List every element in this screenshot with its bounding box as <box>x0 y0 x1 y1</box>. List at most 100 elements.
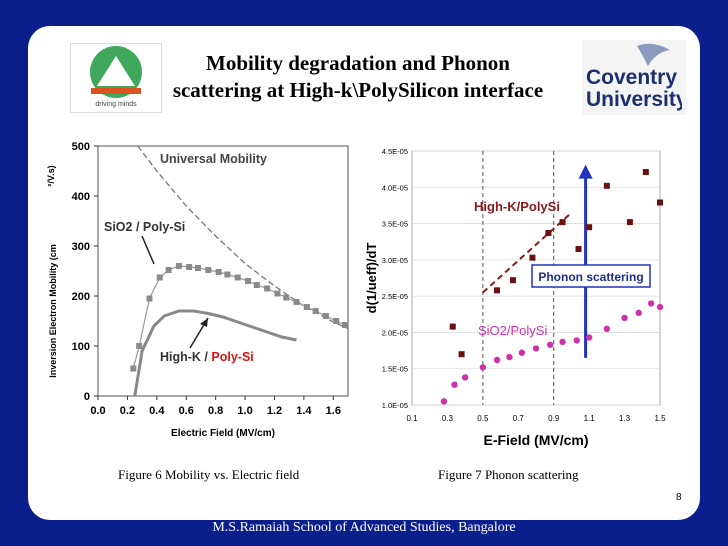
x-tick-label: 1.2 <box>267 405 282 417</box>
highk-mobility-line <box>133 309 297 397</box>
highk-data-point <box>586 224 593 231</box>
sio2-data-point <box>333 318 340 324</box>
sio2-data-point <box>146 295 153 302</box>
sio2-data-point <box>493 356 501 364</box>
sio2-data-point <box>451 381 458 388</box>
sio2-data-point <box>175 263 182 269</box>
sio2-data-point <box>573 337 580 344</box>
sio2-data-point <box>546 341 554 348</box>
sio2-data-point <box>342 322 349 328</box>
x-tick-label: 0.7 <box>513 414 525 423</box>
y-tick-label: 100 <box>72 341 90 353</box>
phonon-arrow-head <box>578 164 593 179</box>
figure-7-caption: Figure 7 Phonon scattering <box>438 467 579 482</box>
phonon-scattering-label: Phonon scattering <box>538 270 643 284</box>
x-axis-label: Electric Field (MV/cm) <box>171 428 275 439</box>
y-tick-label: 400 <box>72 191 90 203</box>
highk-label-part1: High-K / <box>160 350 211 364</box>
highk-data-point <box>529 254 536 261</box>
x-tick-label: 1.5 <box>654 414 666 423</box>
y-tick-label: 2.5E-05 <box>382 292 408 301</box>
sio2-data-point <box>312 308 319 314</box>
title-line-1: Mobility degradation and Phonon <box>206 51 510 75</box>
x-tick-label: 0.2 <box>120 405 135 417</box>
plot-frame <box>97 145 349 397</box>
sio2-data-point <box>224 271 231 278</box>
slide-title: Mobility degradation and Phonon scatteri… <box>128 50 588 104</box>
x-tick-label: 1.4 <box>296 405 312 417</box>
sio2-annotation: SiO2 / Poly-Si <box>104 220 185 234</box>
x-tick-label: 0.1 <box>406 414 418 423</box>
sio2-data-point <box>293 299 300 305</box>
title-line-2: scattering at High-k\PolySilicon interfa… <box>172 78 544 102</box>
sio2-data-point <box>205 267 212 273</box>
logo-right-line1: Coventry <box>586 66 677 89</box>
y-tick-label: 1.5E-05 <box>382 365 408 374</box>
phonon-label-box <box>531 264 651 288</box>
x-tick-label: 1.0 <box>237 405 252 417</box>
x-tick-label: 0.0 <box>90 405 105 417</box>
slide-footer: M.S.Ramaiah School of Advanced Studies, … <box>212 520 516 535</box>
y-tick-label: 0 <box>84 391 90 403</box>
y-tick-label: 1.0E-05 <box>382 401 408 410</box>
sio2-data-point <box>656 303 664 311</box>
highk-pointer-head <box>200 318 208 327</box>
sio2-data-point <box>234 274 241 281</box>
sio2-data-point <box>186 264 193 270</box>
x-tick-label: 0.5 <box>477 414 489 423</box>
sio2-data-point <box>156 274 163 281</box>
sio2-data-point <box>635 309 642 317</box>
sio2-data-point <box>532 345 540 352</box>
x-tick-label: 0.3 <box>442 414 454 423</box>
sio2-data-point <box>440 398 448 405</box>
highk-data-point <box>642 169 649 176</box>
x-tick-label: 0.8 <box>208 405 223 417</box>
highk-data-point <box>575 245 582 252</box>
highk-data-point <box>603 182 610 189</box>
y-tick-label: 3.5E-05 <box>382 220 408 229</box>
highk-annotation: High-K / Poly-Si <box>160 350 254 364</box>
sio2-data-point <box>322 313 329 319</box>
figure-6-caption: Figure 6 Mobility vs. Electric field <box>118 467 300 482</box>
universal-mobility-label: Universal Mobility <box>160 152 267 166</box>
sio2-data-point <box>461 374 469 381</box>
y-tick-label: 2.0E-05 <box>382 328 408 337</box>
x-tick-label: 0.4 <box>149 405 165 417</box>
y-axis-label: d(1/ueff)/dT <box>364 243 379 314</box>
sio2-data-point <box>264 285 271 292</box>
sio2-data-point <box>136 343 143 349</box>
sio2-pointer <box>141 235 155 265</box>
sio2-data-point <box>603 325 611 332</box>
highk-data-point <box>657 199 663 206</box>
highk-data-point <box>626 219 633 226</box>
highk-data-point <box>494 287 501 294</box>
sio2-data-point <box>274 290 281 297</box>
sio2-data-point <box>559 338 566 346</box>
x-tick-label: 0.6 <box>179 405 194 417</box>
sio2-data-point <box>479 364 487 371</box>
x-tick-label: 0.9 <box>548 414 560 423</box>
y-axis-unit: ²/V.s) <box>46 165 56 186</box>
highk-data-point <box>509 277 516 284</box>
sio2-data-point <box>215 269 222 275</box>
sio2-data-point <box>621 314 628 322</box>
sio2-data-point <box>165 267 172 273</box>
highk-label-part2: Poly-Si <box>211 350 253 364</box>
y-tick-label: 200 <box>72 291 90 303</box>
highk-data-point <box>458 351 465 358</box>
y-tick-label: 3.0E-05 <box>382 256 408 265</box>
page-number: 8 <box>676 492 682 503</box>
sio2-series-label: SiO2/PolySi <box>478 323 547 338</box>
y-tick-label: 500 <box>72 141 90 153</box>
x-tick-label: 1.3 <box>619 414 631 423</box>
sio2-data-point <box>245 278 251 284</box>
sio2-data-point <box>585 334 593 341</box>
logo-right-line2: University <box>586 88 682 111</box>
sio2-data-point <box>647 300 655 307</box>
y-axis-label: Inversion Electron Mobility (cm <box>48 244 58 378</box>
highk-data-point <box>559 219 566 226</box>
x-tick-label: 1.6 <box>326 405 341 417</box>
highk-data-point <box>449 323 456 330</box>
logo-left-text: driving minds <box>95 101 137 108</box>
sio2-data-point <box>253 282 260 288</box>
